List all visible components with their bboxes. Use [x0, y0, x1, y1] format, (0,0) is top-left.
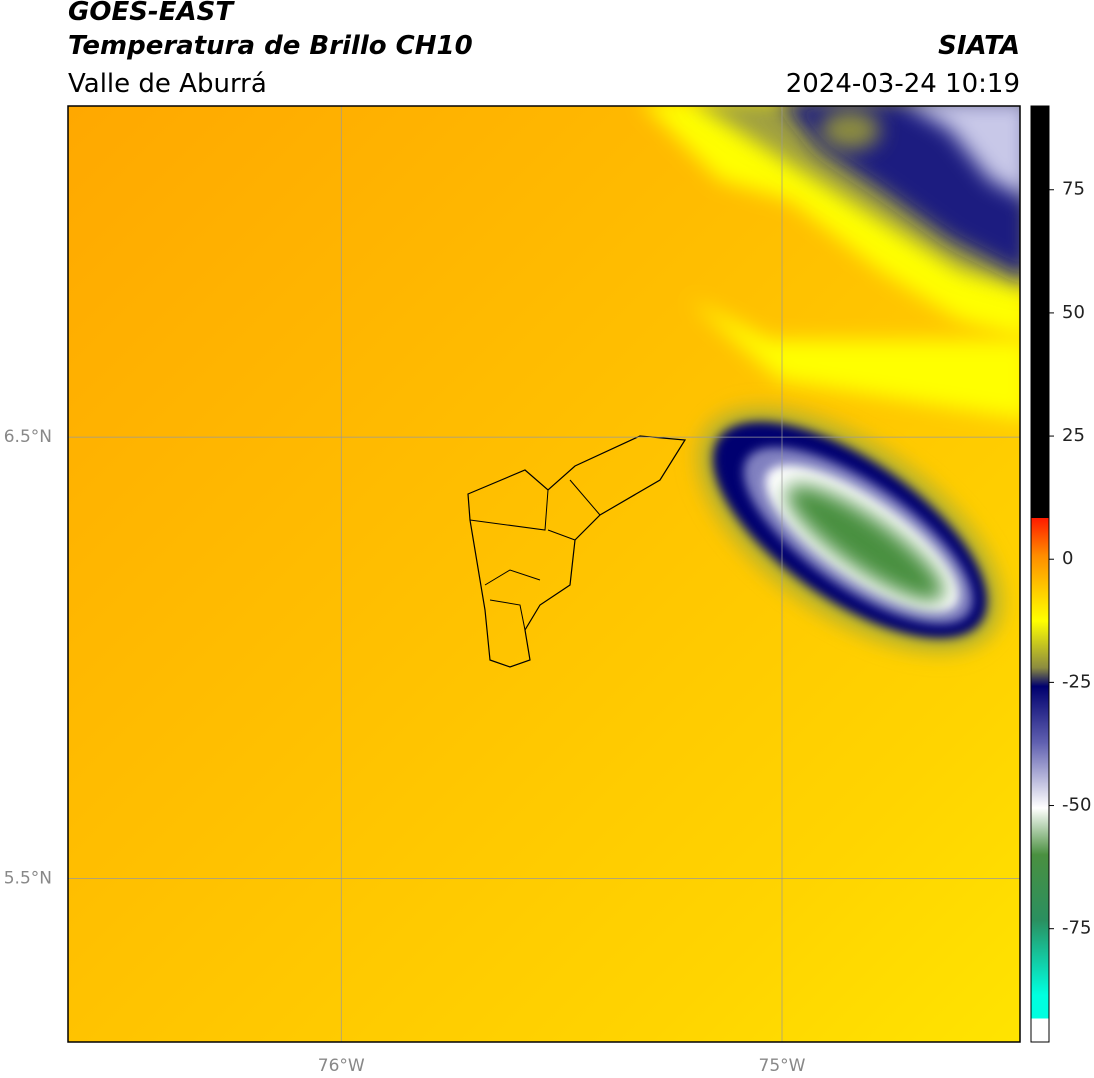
colorbar-label: 50: [1062, 302, 1085, 323]
lat-label: 5.5°N: [4, 869, 52, 889]
datetime: 2024-03-24 10:19: [786, 69, 1020, 99]
colorbar-label: 25: [1062, 425, 1085, 446]
colorbar-label: 75: [1062, 179, 1085, 200]
map-image: [68, 106, 1020, 1042]
colorbar-label: 0: [1062, 548, 1073, 569]
map-frame: [67, 105, 1021, 1043]
colorbar: [1030, 105, 1050, 1043]
source: SIATA: [938, 31, 1020, 61]
colorbar-label: -25: [1062, 671, 1091, 692]
graticule: [68, 106, 1020, 1042]
title: GOES-EAST: [68, 0, 235, 27]
lon-label: 76°W: [318, 1056, 365, 1076]
lon-label: 75°W: [759, 1056, 806, 1076]
subtitle: Temperatura de Brillo CH10: [68, 31, 473, 61]
region: Valle de Aburrá: [68, 69, 267, 99]
colorbar-label: -75: [1062, 918, 1091, 939]
colorbar-label: -50: [1062, 795, 1091, 816]
lat-label: 6.5°N: [4, 427, 52, 447]
